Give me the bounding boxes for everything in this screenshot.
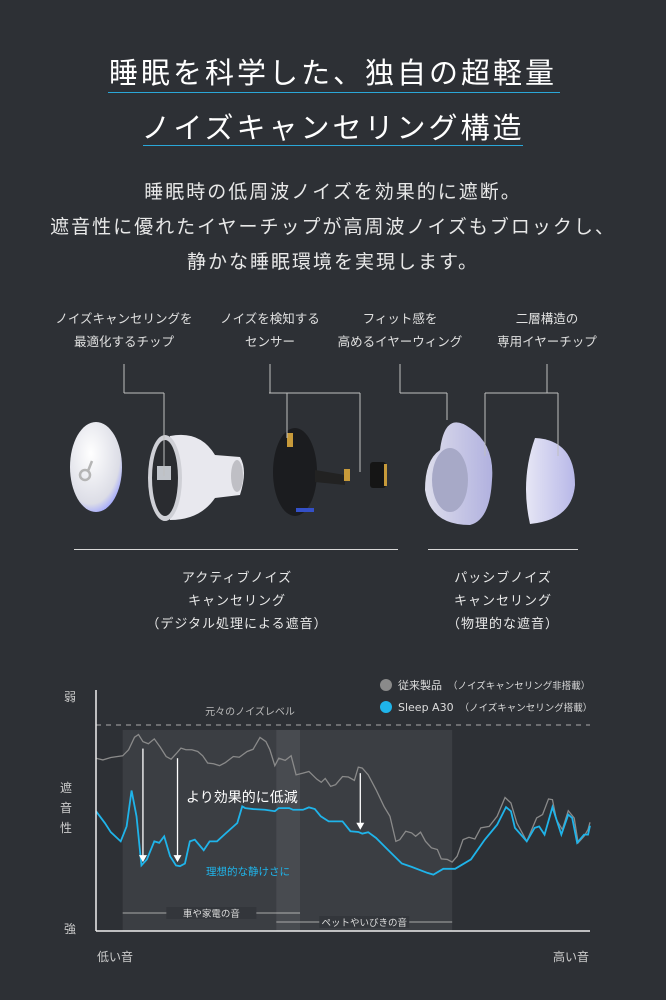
label-line: フィット感を bbox=[362, 311, 438, 326]
passive-nc-divider bbox=[428, 549, 578, 550]
exploded-earbud-illustration bbox=[70, 364, 575, 525]
reference-line-label: 元々のノイズレベル bbox=[205, 705, 295, 718]
earbud-shell bbox=[148, 434, 244, 521]
band-label: 車や家電の音 bbox=[183, 908, 240, 920]
connector-lines bbox=[123, 364, 559, 476]
description-line: 遮音性に優れたイヤーチップが高周波ノイズもブロックし、 bbox=[50, 216, 616, 238]
legend-item-sleep-a30: Sleep A30 （ノイズキャンセリング搭載） bbox=[380, 700, 592, 714]
heading-underline-2 bbox=[143, 145, 523, 146]
series-line-1 bbox=[95, 790, 591, 876]
arrow-head-icon bbox=[138, 855, 147, 863]
label-line: 最適化するチップ bbox=[73, 334, 174, 349]
legend-label: 従来製品 bbox=[398, 679, 442, 692]
section-line: パッシブノイズ bbox=[454, 571, 552, 586]
y-axis-label: 遮音性 bbox=[60, 781, 73, 835]
heading-line-2: ノイズキャンセリング構造 bbox=[141, 111, 525, 145]
legend-dot bbox=[380, 679, 392, 691]
y-label-top: 弱 bbox=[64, 690, 77, 704]
ear-tip bbox=[526, 438, 575, 524]
label-line: ノイズキャンセリングを bbox=[55, 311, 193, 326]
label-line: センサー bbox=[244, 334, 295, 349]
arrow-head-icon bbox=[356, 822, 365, 830]
description-line: 睡眠時の低周波ノイズを効果的に遮断。 bbox=[144, 181, 522, 203]
ear-wing bbox=[425, 422, 493, 525]
legend-note: （ノイズキャンセリング非搭載） bbox=[448, 681, 591, 692]
label-line: 二層構造の bbox=[515, 311, 579, 326]
section-line: キャンセリング bbox=[187, 594, 286, 609]
description: 睡眠時の低周波ノイズを効果的に遮断。 遮音性に優れたイヤーチップが高周波ノイズも… bbox=[0, 175, 666, 280]
label-line: ノイズを検知する bbox=[220, 311, 320, 326]
band-label-bg bbox=[319, 916, 410, 928]
heading-line-1: 睡眠を科学した、独自の超軽量 bbox=[108, 56, 557, 90]
component-label-sensor: ノイズを検知する センサー bbox=[180, 307, 360, 353]
x-label-low: 低い音 bbox=[97, 950, 134, 964]
section-passive-nc: パッシブノイズ キャンセリング （物理的な遮音） bbox=[373, 567, 633, 636]
arrow-head-icon bbox=[173, 855, 182, 863]
legend-item-conventional: 従来製品 （ノイズキャンセリング非搭載） bbox=[380, 677, 590, 693]
active-nc-divider bbox=[74, 549, 398, 550]
circuit-board bbox=[273, 428, 387, 516]
band-label: ペットやいびきの音 bbox=[321, 917, 407, 929]
label-line: 専用イヤーチップ bbox=[497, 334, 597, 349]
y-label-bottom: 強 bbox=[64, 922, 77, 936]
annotation-ideal: 理想的な静けさに bbox=[206, 865, 290, 878]
component-label-eartip: 二層構造の専用イヤーチップ bbox=[457, 307, 637, 353]
series-line-0 bbox=[95, 733, 591, 863]
section-line: （デジタル処理による遮音） bbox=[146, 617, 328, 632]
section-line: アクティブノイズ bbox=[181, 571, 293, 586]
logo-icon bbox=[78, 468, 92, 482]
section-active-nc: アクティブノイズ キャンセリング （デジタル処理による遮音） bbox=[107, 567, 367, 636]
description-line: 静かな睡眠環境を実現します。 bbox=[186, 251, 480, 273]
faceplate-cover bbox=[70, 422, 122, 512]
heading-underline-1 bbox=[108, 92, 560, 93]
x-label-high: 高い音 bbox=[553, 950, 590, 964]
band-label-bg bbox=[166, 907, 257, 919]
section-line: キャンセリング bbox=[453, 594, 552, 609]
legend-label: Sleep A30 bbox=[398, 700, 454, 714]
annotation-reduction: より効果的に低減 bbox=[186, 789, 298, 806]
component-label-chip: ノイズキャンセリングを 最適化するチップ bbox=[34, 307, 214, 353]
component-label-wing: フィット感を高めるイヤーウィング bbox=[310, 307, 490, 353]
label-line: 高めるイヤーウィング bbox=[337, 334, 463, 349]
section-line: （物理的な遮音） bbox=[446, 617, 559, 632]
legend-dot bbox=[380, 701, 392, 713]
band-1 bbox=[276, 729, 453, 931]
legend-note: （ノイズキャンセリング搭載） bbox=[459, 703, 593, 714]
